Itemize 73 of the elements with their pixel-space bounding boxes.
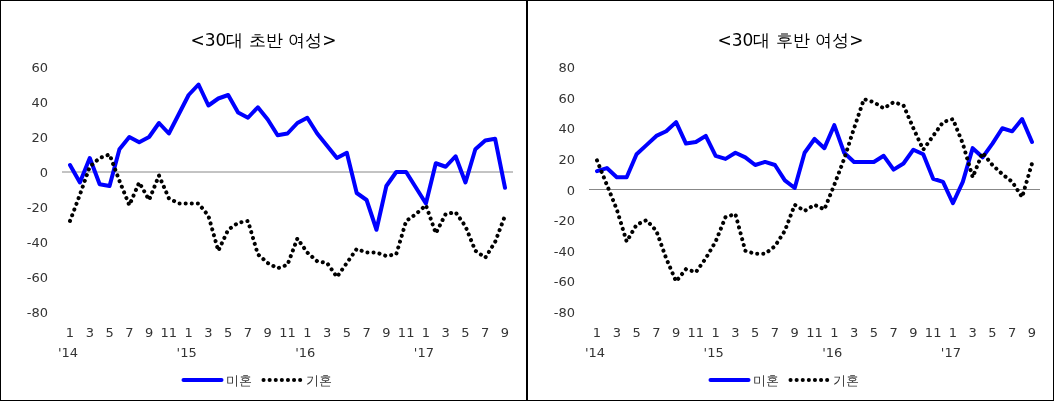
y-tick-label: 80 (558, 60, 575, 75)
x-tick-label: 5 (224, 325, 233, 340)
legend-label: 미혼 (225, 373, 252, 388)
y-tick-label: -80 (26, 305, 48, 320)
legend-label: 미혼 (752, 373, 779, 388)
x-tick-label: 9 (790, 325, 799, 340)
x-tick-label: 7 (362, 325, 371, 340)
legend-label: 기혼 (832, 373, 859, 388)
x-tick-label: 1 '15 (703, 325, 724, 360)
x-tick-label: 5 (632, 325, 641, 340)
x-tick-label: 9 (909, 325, 918, 340)
x-tick-label: 1 '16 (295, 325, 316, 360)
x-tick-label: 5 (751, 325, 760, 340)
line-series (68, 82, 507, 232)
x-tick-label: 9 (263, 325, 272, 340)
y-tick-label: -40 (26, 235, 48, 250)
y-tick-label: 40 (558, 121, 575, 137)
x-tick-label: 5 (105, 325, 114, 340)
x-tick-label: 11 (160, 325, 178, 340)
x-tick-label: 3 (322, 325, 332, 340)
legend-label: 기혼 (305, 373, 332, 388)
chart-title: <30대 후반 여성> (717, 30, 864, 50)
y-tick-label: 0 (566, 182, 575, 198)
y-tick-label: -60 (26, 270, 48, 285)
x-tick-label: 9 (144, 325, 154, 340)
x-tick-label: 3 (441, 325, 450, 340)
chart-title: <30대 초반 여성> (190, 30, 337, 50)
x-tick-label: 3 (612, 325, 621, 340)
x-tick-label: 3 (731, 325, 740, 340)
y-tick-label: 20 (31, 130, 48, 145)
x-tick-label: 9 (671, 325, 681, 340)
x-tick-label: 1 '17 (413, 325, 434, 360)
x-tick-label: 3 (849, 325, 859, 340)
x-tick-label: 5 (869, 325, 878, 340)
x-tick-label: 1 '17 (940, 325, 961, 360)
line-series (595, 97, 1034, 284)
y-tick-label: 0 (39, 165, 48, 180)
y-tick-label: -60 (553, 274, 575, 290)
x-tick-label: 9 (1027, 325, 1037, 340)
x-tick-label: 7 (1008, 325, 1017, 340)
x-tick-label: 5 (461, 325, 470, 340)
y-tick-label: 20 (558, 151, 575, 167)
x-tick-label: 11 (687, 325, 705, 340)
x-tick-label: 1 '16 (822, 325, 843, 360)
x-tick-label: 11 (279, 325, 296, 340)
x-tick-label: 1 '14 (584, 325, 606, 360)
y-tick-label: 60 (558, 90, 575, 106)
line-series (595, 117, 1034, 206)
x-tick-label: 1 '14 (57, 325, 79, 360)
x-tick-label: 7 (652, 325, 661, 340)
x-tick-label: 3 (968, 325, 977, 340)
x-tick-label: 11 (806, 325, 823, 340)
x-tick-label: 5 (988, 325, 997, 340)
y-tick-label: 40 (31, 95, 48, 110)
y-tick-label: -20 (26, 200, 48, 215)
x-tick-label: 9 (500, 325, 510, 340)
x-tick-label: 5 (342, 325, 351, 340)
x-tick-label: 7 (889, 325, 898, 340)
x-tick-label: 7 (481, 325, 490, 340)
x-tick-label: 7 (125, 325, 134, 340)
x-tick-label: 7 (243, 325, 253, 340)
y-tick-label: -40 (553, 243, 575, 259)
y-tick-label: 60 (31, 60, 48, 75)
y-tick-label: -20 (553, 213, 575, 229)
y-tick-label: -80 (553, 305, 575, 320)
line-series (68, 152, 507, 279)
x-tick-label: 3 (204, 325, 213, 340)
x-tick-label: 11 (397, 325, 415, 340)
x-tick-label: 7 (770, 325, 780, 340)
x-tick-label: 1 '15 (176, 325, 197, 360)
x-tick-label: 9 (382, 325, 391, 340)
x-tick-label: 11 (924, 325, 942, 340)
x-tick-label: 3 (85, 325, 94, 340)
